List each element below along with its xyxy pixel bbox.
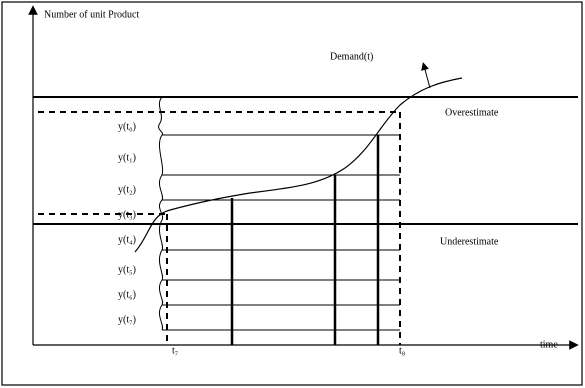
y-axis-label: Number of unit Product	[44, 9, 139, 20]
x-axis-label: time	[540, 339, 558, 350]
level-label: y(t₇)	[118, 314, 136, 325]
lower-region-label: Underestimate	[440, 236, 499, 247]
level-label: y(t₀)	[118, 121, 136, 132]
level-lines	[158, 96, 400, 331]
dashed-guides	[38, 111, 401, 345]
level-label: y(t₆)	[118, 289, 136, 300]
level-label: y(t₂)	[118, 184, 136, 195]
curve-label: Demand(t)	[330, 51, 373, 62]
demand-curve	[134, 77, 463, 253]
upper-region-label: Overestimate	[445, 107, 499, 118]
level-label: y(t₄)	[118, 234, 136, 245]
level-label: y(t₅)	[118, 264, 136, 275]
level-label: y(t₃)	[118, 209, 136, 220]
level-label: y(t₁)	[118, 152, 136, 163]
time-mark: t₇	[172, 345, 178, 356]
order-lines	[230, 135, 380, 345]
demand-arrow	[421, 62, 431, 89]
time-mark: t₈	[399, 345, 406, 356]
